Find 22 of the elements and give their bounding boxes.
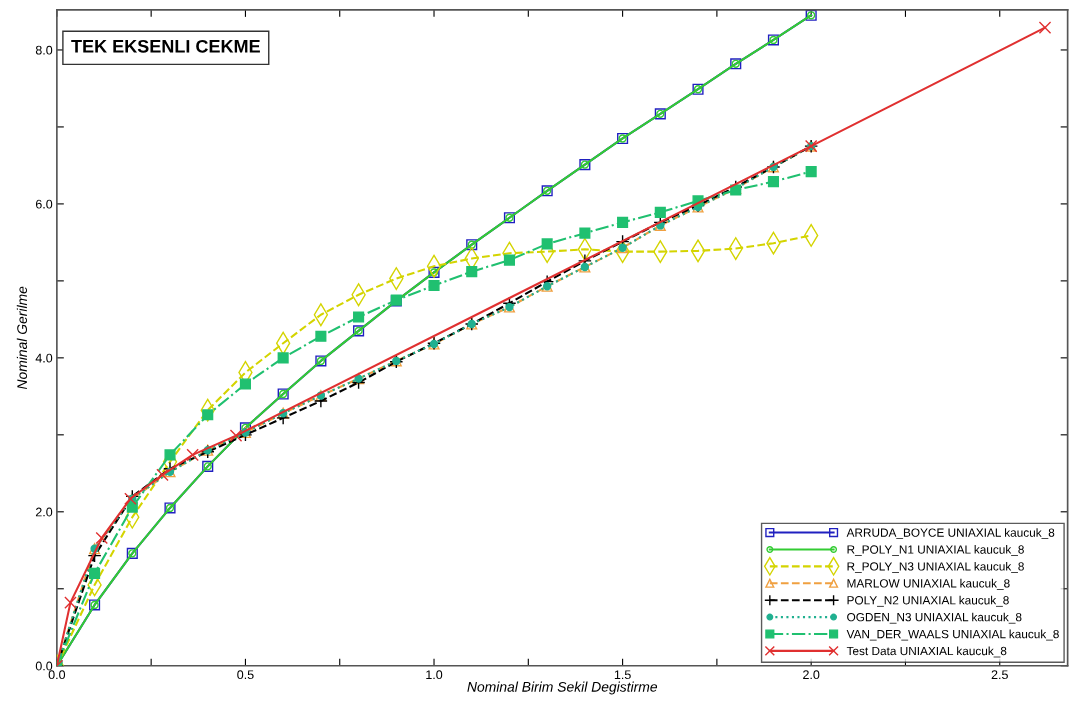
x-tick-label: 0.5 (237, 670, 254, 680)
x-tick-label: 2.5 (991, 670, 1008, 680)
y-tick-label: 2.0 (35, 507, 53, 517)
x-tick-label: 0.0 (48, 670, 66, 680)
y-tick-label: 8.0 (35, 45, 53, 55)
legend-label: ARRUDA_BOYCE UNIAXIAL kaucuk_8 (846, 528, 1055, 540)
y-tick-label: 4.0 (35, 353, 53, 363)
x-tick-label: 2.0 (803, 670, 820, 680)
x-tick-label: 1.0 (426, 670, 443, 680)
text: TEK EKSENLI CEKME (71, 39, 260, 53)
y-tick-label: 6.0 (35, 199, 53, 209)
legend-label: POLY_N2 UNIAXIAL kaucuk_8 (847, 595, 1009, 607)
y-axis-title: Nominal Gerilme (16, 286, 28, 390)
legend-label: OGDEN_N3 UNIAXIAL kaucuk_8 (847, 612, 1022, 624)
legend-label: R_POLY_N3 UNIAXIAL kaucuk_8 (847, 561, 1024, 573)
x-axis-title: Nominal Birim Sekil Degistirme (467, 681, 658, 695)
legend-label: Test Data UNIAXIAL kaucuk_8 (846, 646, 1007, 658)
legend-label: MARLOW UNIAXIAL kaucuk_8 (847, 578, 1010, 590)
y-tick-label: 0.0 (35, 661, 53, 671)
x-tick-label: 1.5 (614, 670, 631, 680)
legend-label: R_POLY_N1 UNIAXIAL kaucuk_8 (847, 545, 1024, 556)
legend-label: VAN_DER_WAALS UNIAXIAL kaucuk_8 (846, 629, 1059, 641)
